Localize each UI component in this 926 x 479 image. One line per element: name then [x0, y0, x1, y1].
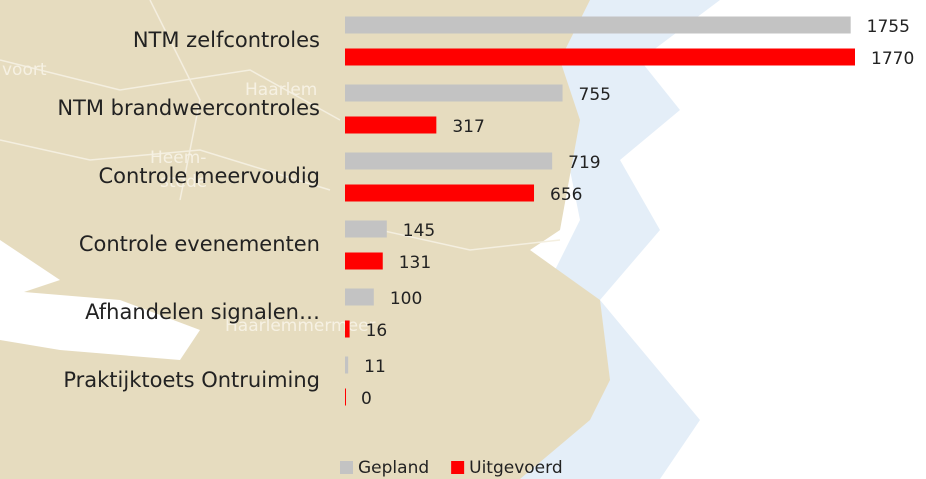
- category-label: Praktijktoets Ontruiming: [63, 368, 320, 392]
- bar: [345, 288, 374, 306]
- category-label: NTM zelfcontroles: [133, 28, 320, 52]
- map-label: Haarlemmermeer: [225, 316, 376, 336]
- value-label: 755: [579, 85, 611, 105]
- legend-swatch: [451, 461, 465, 474]
- legend-label: Uitgevoerd: [469, 458, 562, 478]
- value-label: 100: [390, 289, 422, 309]
- map-label: voort: [2, 60, 47, 80]
- bar: [345, 152, 553, 170]
- map-lines: [0, 0, 561, 251]
- legend-label: Gepland: [358, 458, 429, 478]
- value-label: 131: [399, 253, 431, 273]
- bar: [345, 320, 350, 338]
- land: [0, 0, 610, 479]
- legend-swatch: [340, 461, 353, 474]
- value-label: 719: [568, 153, 600, 173]
- value-label: 16: [366, 321, 388, 341]
- bar: [345, 84, 563, 102]
- value-label: 145: [403, 221, 435, 241]
- category-label: Controle meervoudig: [98, 164, 320, 188]
- lake: [0, 290, 200, 360]
- map-label: stede: [160, 172, 207, 192]
- value-label: 1770: [871, 49, 914, 69]
- category-label: Controle evenementen: [79, 232, 320, 256]
- bar: [345, 48, 855, 66]
- value-label: 656: [550, 185, 582, 205]
- bar: [345, 356, 349, 374]
- bar: [345, 16, 851, 34]
- category-label: NTM brandweercontroles: [57, 96, 320, 120]
- bar: [345, 184, 535, 202]
- value-label: 1755: [867, 17, 910, 37]
- value-label: 11: [364, 357, 386, 377]
- map-label: Heem-: [150, 148, 206, 168]
- bar: [345, 116, 437, 134]
- value-label: 0: [361, 389, 372, 409]
- bar: [345, 388, 346, 406]
- bar: [345, 252, 383, 270]
- category-label: Afhandelen signalen…: [85, 300, 320, 324]
- value-label: 317: [452, 117, 484, 137]
- map-label: Haarlem: [245, 80, 317, 100]
- bar: [345, 220, 387, 238]
